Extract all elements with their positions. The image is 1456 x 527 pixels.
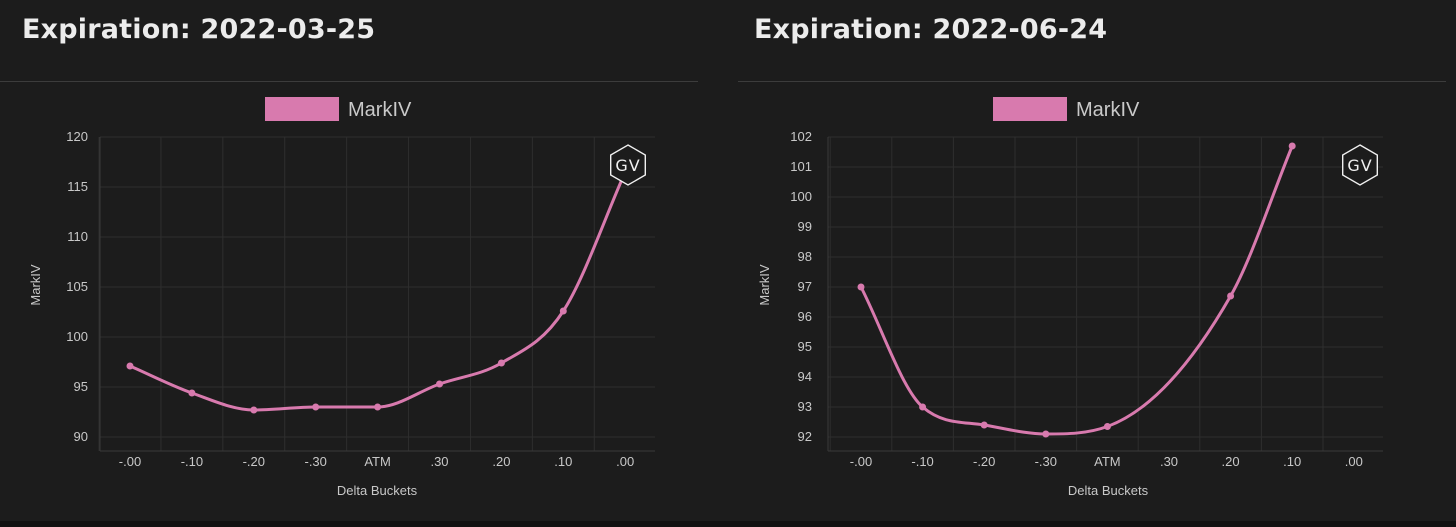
y-tick-label: 101 xyxy=(790,159,812,174)
y-tick-label: 94 xyxy=(798,369,812,384)
x-tick-label: .30 xyxy=(430,454,448,469)
y-tick-label: 90 xyxy=(74,429,88,444)
markiv-line-chart: MarkIV 90 95 100 105 110 115 120 -.00 -.10 -.20 -.3… xyxy=(28,97,655,498)
data-point xyxy=(559,307,567,315)
legend-swatch xyxy=(993,97,1067,121)
x-tick-label: .00 xyxy=(616,454,634,469)
data-point xyxy=(497,359,505,367)
data-point xyxy=(312,403,320,411)
y-axis-title: MarkIV xyxy=(28,264,43,306)
gv-logo-text: GV xyxy=(1347,156,1372,175)
title-divider xyxy=(738,81,1446,82)
y-tick-label: 99 xyxy=(798,219,812,234)
data-point xyxy=(1288,142,1296,150)
chart-title: Expiration: 2022-03-25 xyxy=(22,14,376,45)
x-tick-label: -.10 xyxy=(911,454,933,469)
x-tick-label: .20 xyxy=(492,454,510,469)
x-tick-label: -.10 xyxy=(181,454,203,469)
y-tick-label: 95 xyxy=(74,379,88,394)
y-tick-label: 98 xyxy=(798,249,812,264)
gv-logo-text: GV xyxy=(615,156,640,175)
x-tick-label: .30 xyxy=(1160,454,1178,469)
x-tick-label: -.20 xyxy=(243,454,265,469)
gv-logo-hexagon xyxy=(1342,144,1378,186)
grid xyxy=(828,136,1383,451)
data-point xyxy=(374,403,382,411)
x-tick-label: .20 xyxy=(1222,454,1240,469)
y-tick-label: 92 xyxy=(798,429,812,444)
chart-panel-left: Expiration: 2022-03-25 MarkIV 90 95 100 105 1… xyxy=(0,14,698,498)
data-point xyxy=(436,380,443,388)
y-tick-label: 120 xyxy=(66,129,88,144)
x-axis-title: Delta Buckets xyxy=(1068,483,1149,498)
x-axis-title: Delta Buckets xyxy=(337,483,418,498)
title-divider xyxy=(0,81,698,82)
x-tick-label: .00 xyxy=(1345,454,1363,469)
legend: MarkIV xyxy=(993,97,1140,121)
gv-logo-icon: GV xyxy=(610,144,646,186)
data-point xyxy=(1042,430,1050,438)
y-tick-label: 115 xyxy=(67,179,88,194)
y-tick-label: 97 xyxy=(798,279,812,294)
data-point xyxy=(188,389,196,397)
gv-logo-hexagon xyxy=(610,144,646,186)
x-tick-label: -.00 xyxy=(850,454,872,469)
y-tick-label: 93 xyxy=(798,399,812,414)
x-tick-label: ATM xyxy=(1094,454,1120,469)
data-point xyxy=(126,362,134,370)
x-tick-label: -.20 xyxy=(973,454,995,469)
data-point xyxy=(980,421,988,429)
gv-logo-icon: GV xyxy=(1342,144,1378,186)
grid xyxy=(98,136,655,451)
data-point xyxy=(857,283,865,291)
x-tick-label: -.30 xyxy=(304,454,326,469)
series-line xyxy=(128,170,627,412)
legend-label: MarkIV xyxy=(348,99,412,121)
y-tick-label: 102 xyxy=(790,129,812,144)
data-point xyxy=(1103,423,1111,430)
bottom-strip xyxy=(0,521,1456,527)
x-tick-label: -.30 xyxy=(1035,454,1057,469)
y-tick-label: 100 xyxy=(790,189,812,204)
data-point xyxy=(1227,292,1235,300)
legend-label: MarkIV xyxy=(1076,99,1140,121)
legend-swatch xyxy=(265,97,339,121)
y-tick-label: 110 xyxy=(67,229,88,244)
y-tick-label: 105 xyxy=(66,279,88,294)
x-tick-label: ATM xyxy=(364,454,390,469)
markiv-line-chart: MarkIV 92 93 94 95 96 97 98 99 100 101 102 -.00 -.10 -… xyxy=(757,97,1383,498)
y-tick-label: 100 xyxy=(66,329,88,344)
data-point xyxy=(919,403,927,411)
data-point xyxy=(250,406,258,414)
legend: MarkIV xyxy=(265,97,412,121)
y-axis-title: MarkIV xyxy=(757,264,772,306)
chart-title: Expiration: 2022-06-24 xyxy=(754,14,1108,45)
x-tick-label: .10 xyxy=(1283,454,1301,469)
y-tick-label: 95 xyxy=(798,339,812,354)
chart-panel-right: Expiration: 2022-06-24 MarkIV 92 93 94 95 96 9… xyxy=(728,0,1456,527)
y-tick-label: 96 xyxy=(798,309,812,324)
x-tick-label: .10 xyxy=(554,454,572,469)
x-tick-label: -.00 xyxy=(119,454,141,469)
